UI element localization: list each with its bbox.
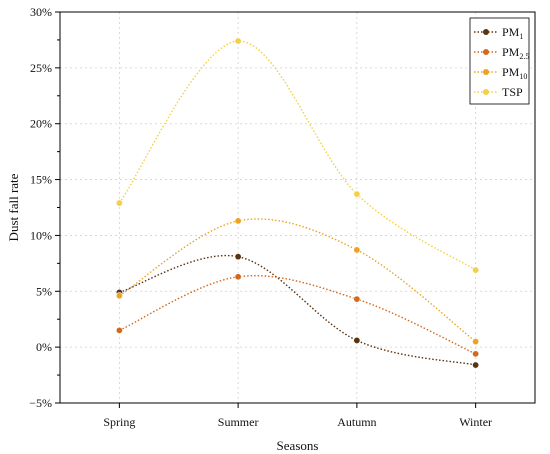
- y-tick-label: −5%: [29, 396, 52, 410]
- data-point: [353, 190, 361, 198]
- x-tick-label: Spring: [103, 415, 135, 429]
- y-tick-label: 25%: [30, 61, 52, 75]
- data-point: [472, 266, 480, 274]
- y-tick-label: 5%: [36, 284, 52, 298]
- y-tick-label: 20%: [30, 117, 52, 131]
- legend-box: [469, 17, 530, 105]
- legend-label: PM10: [502, 65, 527, 81]
- x-axis-title: Seasons: [277, 438, 319, 453]
- legend-label: PM1: [502, 25, 523, 41]
- legend-swatch-marker: [483, 49, 489, 55]
- data-point: [353, 295, 361, 303]
- axes: −5% 0% 5% 10% 15% 20% 25% 30% Spring Summer Autumn…: [29, 5, 536, 429]
- y-tick-label: 10%: [30, 228, 52, 242]
- data-point: [234, 37, 242, 45]
- data-point: [472, 338, 480, 346]
- series-line: [118, 40, 477, 271]
- data-point: [115, 292, 123, 300]
- series-line: [119, 254, 476, 366]
- y-tick-label: 15%: [30, 173, 52, 187]
- x-tick-label: Summer: [218, 415, 259, 429]
- data-point: [353, 246, 361, 254]
- data-point: [115, 326, 123, 334]
- data-point: [234, 273, 242, 281]
- series-line: [119, 275, 476, 355]
- data-point: [472, 350, 480, 358]
- legend-swatch-marker: [483, 69, 489, 75]
- legend-label: TSP: [502, 85, 523, 99]
- y-axis-title: Dust fall rate: [6, 173, 21, 241]
- grid: [60, 12, 535, 403]
- series-group: [115, 37, 480, 369]
- y-tick-label: 0%: [36, 340, 52, 354]
- legend-swatch-marker: [483, 89, 489, 95]
- data-point: [353, 336, 361, 344]
- data-point: [472, 361, 480, 369]
- series-line: [119, 218, 477, 343]
- legend-swatch-marker: [483, 29, 489, 35]
- legend: PM1 PM2.5 PM10 TSP: [469, 17, 530, 105]
- y-tick-label: 30%: [30, 5, 52, 19]
- data-point: [234, 253, 242, 261]
- legend-label: PM2.5: [502, 45, 529, 61]
- x-tick-label: Winter: [459, 415, 492, 429]
- plot-frame: [59, 11, 536, 404]
- data-point: [115, 199, 123, 207]
- x-tick-label: Autumn: [337, 415, 376, 429]
- data-point: [234, 217, 242, 225]
